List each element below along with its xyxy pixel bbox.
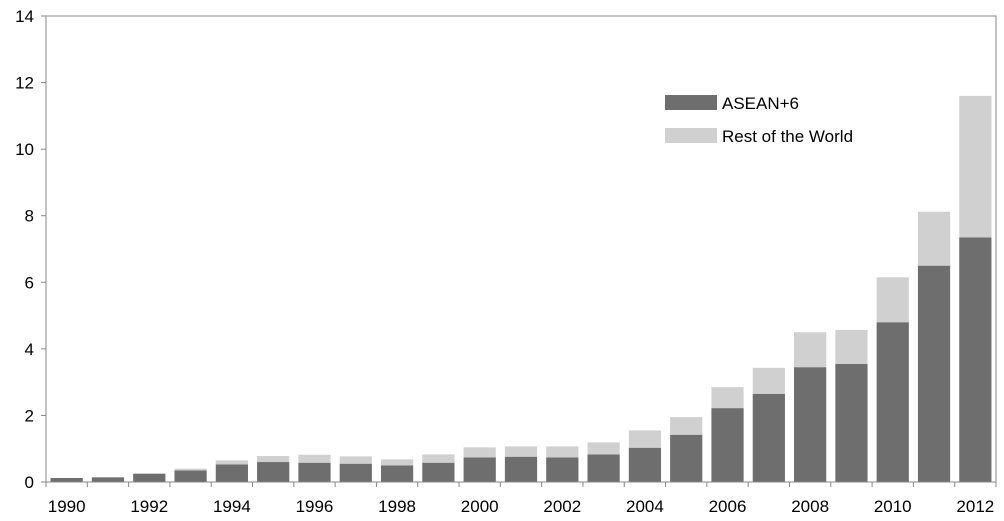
bar-asean6-1993 <box>174 470 207 482</box>
bar-asean6-1992 <box>133 473 166 482</box>
bar-asean6-1990 <box>50 478 83 482</box>
bar-asean6-2003 <box>587 454 620 482</box>
bar-asean6-2007 <box>752 393 785 482</box>
bar-rest-of-world-1996 <box>298 454 331 463</box>
bar-asean6-1998 <box>380 465 414 482</box>
y-tick-label-10: 10 <box>15 140 34 159</box>
x-tick-label-2004: 2004 <box>626 497 664 516</box>
bar-rest-of-world-1994 <box>215 460 248 465</box>
x-tick-label-2006: 2006 <box>709 497 747 516</box>
x-tick-label-2010: 2010 <box>874 497 912 516</box>
x-tick-label-2008: 2008 <box>791 497 829 516</box>
y-tick-label-14: 14 <box>15 7 34 26</box>
bar-rest-of-world-1993 <box>174 468 207 471</box>
bar-rest-of-world-2000 <box>463 447 496 458</box>
bar-rest-of-world-2010 <box>876 277 909 323</box>
legend-swatch-asean6 <box>665 95 717 110</box>
bar-rest-of-world-2001 <box>504 446 538 457</box>
bar-rest-of-world-2012 <box>959 95 992 238</box>
bar-asean6-2000 <box>463 457 496 482</box>
x-tick-label-2002: 2002 <box>543 497 581 516</box>
x-axis: 1990 1992 1994 1996 1998 2000 2002 2004 2006 2008… <box>45 482 997 516</box>
x-tick-label-1990: 1990 <box>48 497 86 516</box>
bar-asean6-2010 <box>876 322 909 482</box>
bar-rest-of-world-2003 <box>587 442 620 455</box>
bar-asean6-2009 <box>835 363 868 482</box>
bar-rest-of-world-2009 <box>835 329 868 364</box>
plot-frame <box>45 15 997 483</box>
bars <box>50 95 992 482</box>
bar-asean6-2005 <box>670 434 703 482</box>
bar-asean6-1997 <box>339 463 372 482</box>
bar-rest-of-world-2006 <box>711 387 744 409</box>
x-tick-label-1992: 1992 <box>130 497 168 516</box>
legend-label-asean6: ASEAN+6 <box>722 94 799 113</box>
bar-rest-of-world-1998 <box>380 459 414 466</box>
bar-asean6-2006 <box>711 408 744 482</box>
bar-rest-of-world-2008 <box>794 332 827 368</box>
bar-rest-of-world-2004 <box>628 430 662 448</box>
y-tick-label-12: 12 <box>15 74 34 93</box>
x-tick-label-1998: 1998 <box>378 497 416 516</box>
x-tick-label-2012: 2012 <box>956 497 994 516</box>
bar-asean6-1996 <box>298 462 331 482</box>
y-tick-label-8: 8 <box>25 207 34 226</box>
bar-rest-of-world-2011 <box>917 211 951 266</box>
legend: ASEAN+6 Rest of the World <box>665 94 853 146</box>
bar-rest-of-world-2002 <box>546 446 579 458</box>
bar-rest-of-world-1995 <box>257 456 290 463</box>
bar-asean6-1999 <box>422 462 455 482</box>
bar-asean6-2002 <box>546 457 579 482</box>
bar-rest-of-world-1997 <box>339 456 372 464</box>
axes <box>45 15 997 483</box>
bar-rest-of-world-2005 <box>670 417 703 435</box>
bar-rest-of-world-1999 <box>422 454 455 463</box>
legend-label-rest-of-world: Rest of the World <box>722 127 853 146</box>
bar-asean6-1995 <box>257 462 290 482</box>
x-tick-label-1994: 1994 <box>213 497 251 516</box>
bar-asean6-1991 <box>91 477 125 482</box>
bar-asean6-2001 <box>504 456 538 482</box>
y-tick-label-6: 6 <box>25 273 34 292</box>
bar-asean6-1994 <box>215 464 248 482</box>
bar-asean6-2008 <box>794 367 827 482</box>
y-axis: 0 2 4 6 8 10 12 14 <box>15 7 46 492</box>
bar-asean6-2012 <box>959 237 992 482</box>
bar-asean6-2004 <box>628 447 662 482</box>
bar-asean6-2011 <box>917 265 951 482</box>
y-tick-label-4: 4 <box>25 340 34 359</box>
legend-swatch-rest-of-world <box>665 128 717 143</box>
y-tick-label-2: 2 <box>25 406 34 425</box>
x-tick-label-2000: 2000 <box>461 497 499 516</box>
y-tick-label-0: 0 <box>25 473 34 492</box>
bar-rest-of-world-2007 <box>752 367 785 394</box>
x-tick-label-1996: 1996 <box>296 497 334 516</box>
